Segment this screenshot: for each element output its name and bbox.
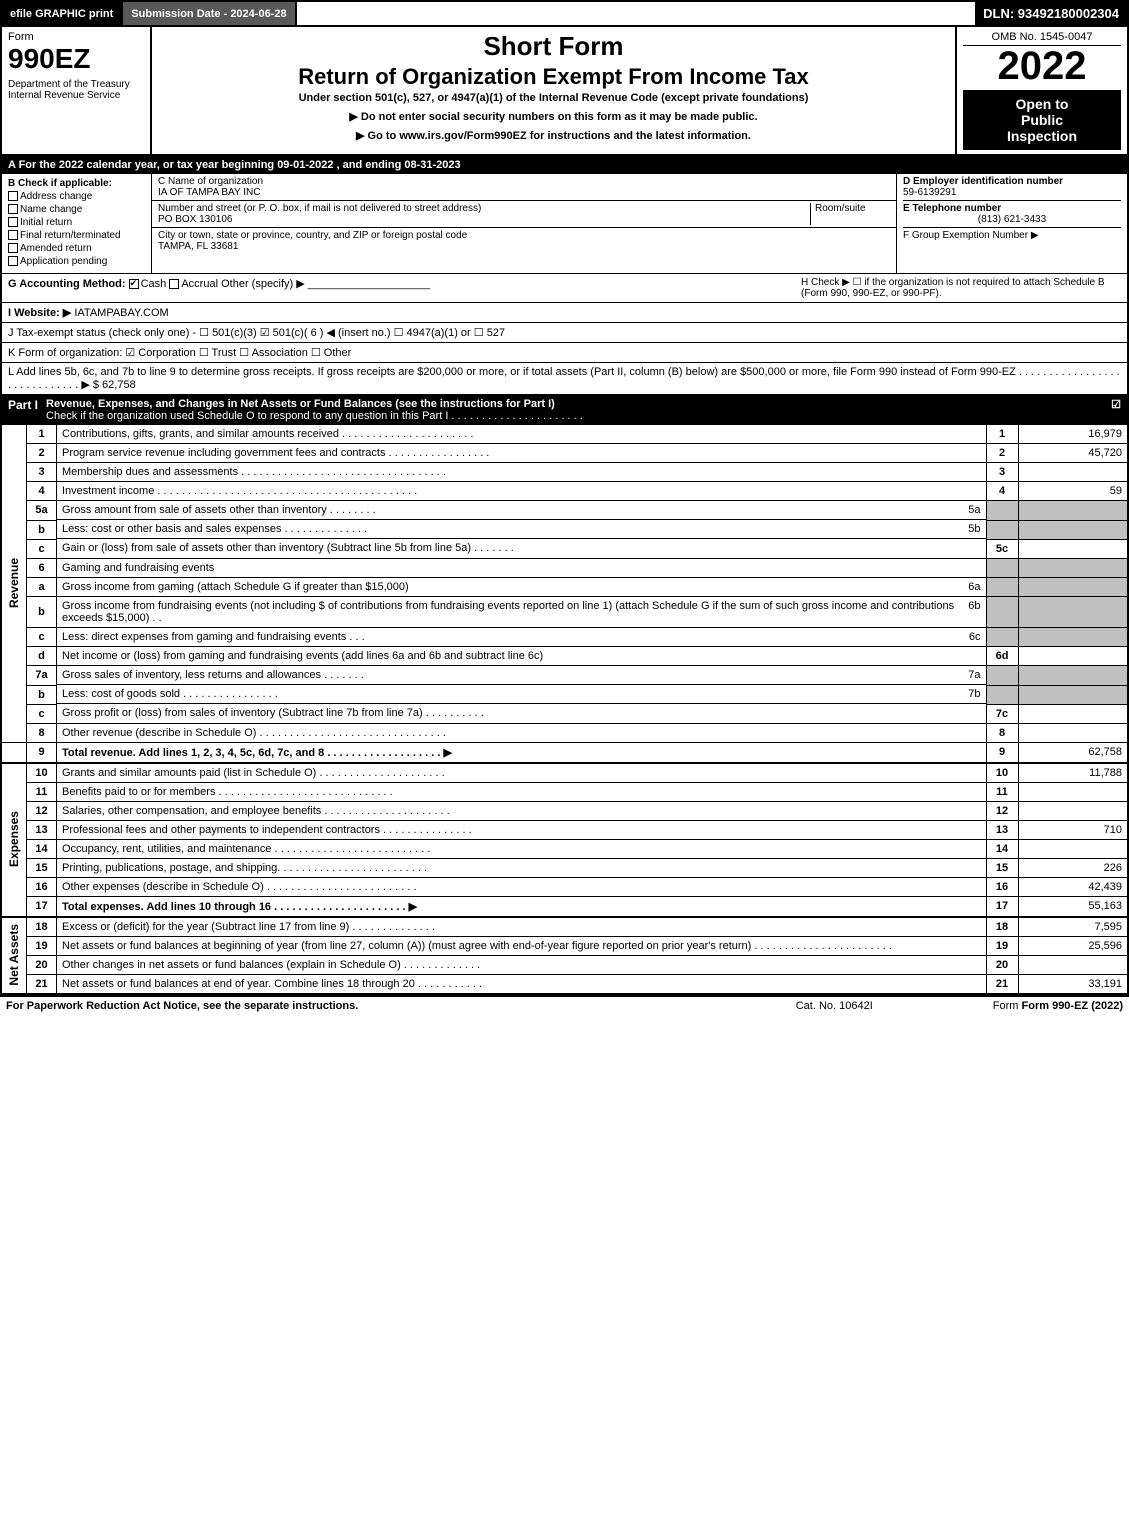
open-line2: Public	[967, 112, 1117, 128]
row-1: Revenue 1Contributions, gifts, grants, a…	[1, 425, 1128, 444]
c-street-label: Number and street (or P. O. box, if mail…	[158, 203, 481, 214]
open-public-badge: Open to Public Inspection	[963, 90, 1121, 150]
row-2: 2Program service revenue including gover…	[1, 444, 1128, 463]
instruction-2[interactable]: ▶ Go to www.irs.gov/Form990EZ for instru…	[160, 129, 947, 142]
row-i: I Website: ▶ IATAMPABAY.COM	[0, 303, 1129, 323]
form-id-col: Form 990EZ Department of the Treasury In…	[2, 27, 152, 154]
row-gh: G Accounting Method: Cash Accrual Other …	[0, 274, 1129, 303]
org-city: TAMPA, FL 33681	[158, 241, 238, 252]
form-word: Form	[8, 31, 144, 43]
b-label: B Check if applicable:	[8, 178, 112, 189]
subtitle: Under section 501(c), 527, or 4947(a)(1)…	[160, 92, 947, 104]
chk-initial[interactable]: Initial return	[8, 217, 145, 228]
chk-accrual[interactable]	[169, 279, 179, 289]
bcdef-row: B Check if applicable: Address change Na…	[0, 174, 1129, 274]
row-j: J Tax-exempt status (check only one) - ☐…	[0, 323, 1129, 343]
section-def: D Employer identification number 59-6139…	[897, 174, 1127, 273]
form-header: Form 990EZ Department of the Treasury In…	[0, 27, 1129, 156]
row-5a: 5aGross amount from sale of assets other…	[1, 501, 1128, 521]
footer-left: For Paperwork Reduction Act Notice, see …	[6, 1000, 796, 1012]
org-name: IA OF TAMPA BAY INC	[158, 187, 260, 198]
dln-label: DLN: 93492180002304	[975, 2, 1127, 25]
ein-value: 59-6139291	[903, 187, 956, 198]
part-1-table: Revenue 1Contributions, gifts, grants, a…	[0, 425, 1129, 995]
expenses-label: Expenses	[7, 811, 21, 867]
row-5c: cGain or (loss) from sale of assets othe…	[1, 539, 1128, 558]
c-city-label: City or town, state or province, country…	[158, 230, 467, 241]
part-1-title: Revenue, Expenses, and Changes in Net As…	[46, 398, 1101, 422]
row-11: 11Benefits paid to or for members . . . …	[1, 782, 1128, 801]
row-6a: aGross income from gaming (attach Schedu…	[1, 577, 1128, 597]
top-bar: efile GRAPHIC print Submission Date - 20…	[0, 0, 1129, 27]
section-b: B Check if applicable: Address change Na…	[2, 174, 152, 273]
j-content: J Tax-exempt status (check only one) - ☐…	[8, 326, 1121, 339]
row-20: 20Other changes in net assets or fund ba…	[1, 955, 1128, 974]
title-col: Short Form Return of Organization Exempt…	[152, 27, 957, 154]
chk-final[interactable]: Final return/terminated	[8, 230, 145, 241]
row-6: 6Gaming and fundraising events	[1, 558, 1128, 577]
chk-pending[interactable]: Application pending	[8, 256, 145, 267]
dept-label: Department of the Treasury Internal Reve…	[8, 79, 144, 101]
chk-cash[interactable]	[129, 279, 139, 289]
i-label: I Website: ▶	[8, 307, 71, 319]
open-line3: Inspection	[967, 128, 1117, 144]
d-ein-label: D Employer identification number	[903, 176, 1063, 187]
row-18: Net Assets 18Excess or (deficit) for the…	[1, 917, 1128, 937]
part-1-header: Part I Revenue, Expenses, and Changes in…	[0, 395, 1129, 425]
tax-year: 2022	[963, 46, 1121, 86]
form-number: 990EZ	[8, 43, 144, 75]
row-10: Expenses 10Grants and similar amounts pa…	[1, 763, 1128, 783]
revenue-label: Revenue	[7, 558, 21, 608]
row-19: 19Net assets or fund balances at beginni…	[1, 936, 1128, 955]
row-7b: bLess: cost of goods sold . . . . . . . …	[1, 685, 1128, 704]
c-name-label: C Name of organization	[158, 176, 263, 187]
row-3: 3Membership dues and assessments . . . .…	[1, 463, 1128, 482]
chk-address[interactable]: Address change	[8, 191, 145, 202]
e-phone-label: E Telephone number	[903, 203, 1001, 214]
row-5b: bLess: cost or other basis and sales exp…	[1, 520, 1128, 539]
row-6b: bGross income from fundraising events (n…	[1, 597, 1128, 628]
section-c: C Name of organization IA OF TAMPA BAY I…	[152, 174, 897, 273]
row-21: 21Net assets or fund balances at end of …	[1, 974, 1128, 994]
instruction-1: ▶ Do not enter social security numbers o…	[160, 110, 947, 123]
row-12: 12Salaries, other compensation, and empl…	[1, 801, 1128, 820]
f-group-label: F Group Exemption Number ▶	[903, 230, 1121, 241]
part-1-label: Part I	[8, 398, 46, 422]
row-17: 17Total expenses. Add lines 10 through 1…	[1, 896, 1128, 917]
netassets-label: Net Assets	[7, 924, 21, 986]
website-value[interactable]: IATAMPABAY.COM	[74, 307, 168, 319]
org-street: PO BOX 130106	[158, 214, 233, 225]
phone-value: (813) 621-3433	[903, 214, 1121, 225]
row-6d: dNet income or (loss) from gaming and fu…	[1, 647, 1128, 666]
page-footer: For Paperwork Reduction Act Notice, see …	[0, 995, 1129, 1015]
year-col: OMB No. 1545-0047 2022 Open to Public In…	[957, 27, 1127, 154]
row-7a: 7aGross sales of inventory, less returns…	[1, 666, 1128, 686]
room-suite: Room/suite	[810, 203, 890, 225]
part-1-check[interactable]: ☑	[1101, 398, 1121, 422]
row-9: 9Total revenue. Add lines 1, 2, 3, 4, 5c…	[1, 742, 1128, 763]
open-line1: Open to	[967, 96, 1117, 112]
submission-date: Submission Date - 2024-06-28	[123, 2, 296, 25]
return-title: Return of Organization Exempt From Incom…	[160, 64, 947, 90]
footer-right: Form Form 990-EZ (2022)	[993, 1000, 1123, 1012]
chk-name[interactable]: Name change	[8, 204, 145, 215]
row-4: 4Investment income . . . . . . . . . . .…	[1, 482, 1128, 501]
row-15: 15Printing, publications, postage, and s…	[1, 858, 1128, 877]
row-8: 8Other revenue (describe in Schedule O) …	[1, 723, 1128, 742]
row-14: 14Occupancy, rent, utilities, and mainte…	[1, 839, 1128, 858]
row-k: K Form of organization: ☑ Corporation ☐ …	[0, 343, 1129, 363]
section-h: H Check ▶ ☐ if the organization is not r…	[801, 277, 1121, 299]
row-13: 13Professional fees and other payments t…	[1, 820, 1128, 839]
row-16: 16Other expenses (describe in Schedule O…	[1, 877, 1128, 896]
row-6c: cLess: direct expenses from gaming and f…	[1, 628, 1128, 647]
g-label: G Accounting Method:	[8, 278, 126, 290]
footer-mid: Cat. No. 10642I	[796, 1000, 873, 1012]
short-form-title: Short Form	[160, 31, 947, 62]
g-other: Other (specify) ▶	[221, 278, 305, 290]
efile-label[interactable]: efile GRAPHIC print	[2, 2, 123, 25]
row-l: L Add lines 5b, 6c, and 7b to line 9 to …	[0, 363, 1129, 395]
row-7c: cGross profit or (loss) from sales of in…	[1, 704, 1128, 723]
chk-amended[interactable]: Amended return	[8, 243, 145, 254]
section-a: A For the 2022 calendar year, or tax yea…	[0, 156, 1129, 174]
